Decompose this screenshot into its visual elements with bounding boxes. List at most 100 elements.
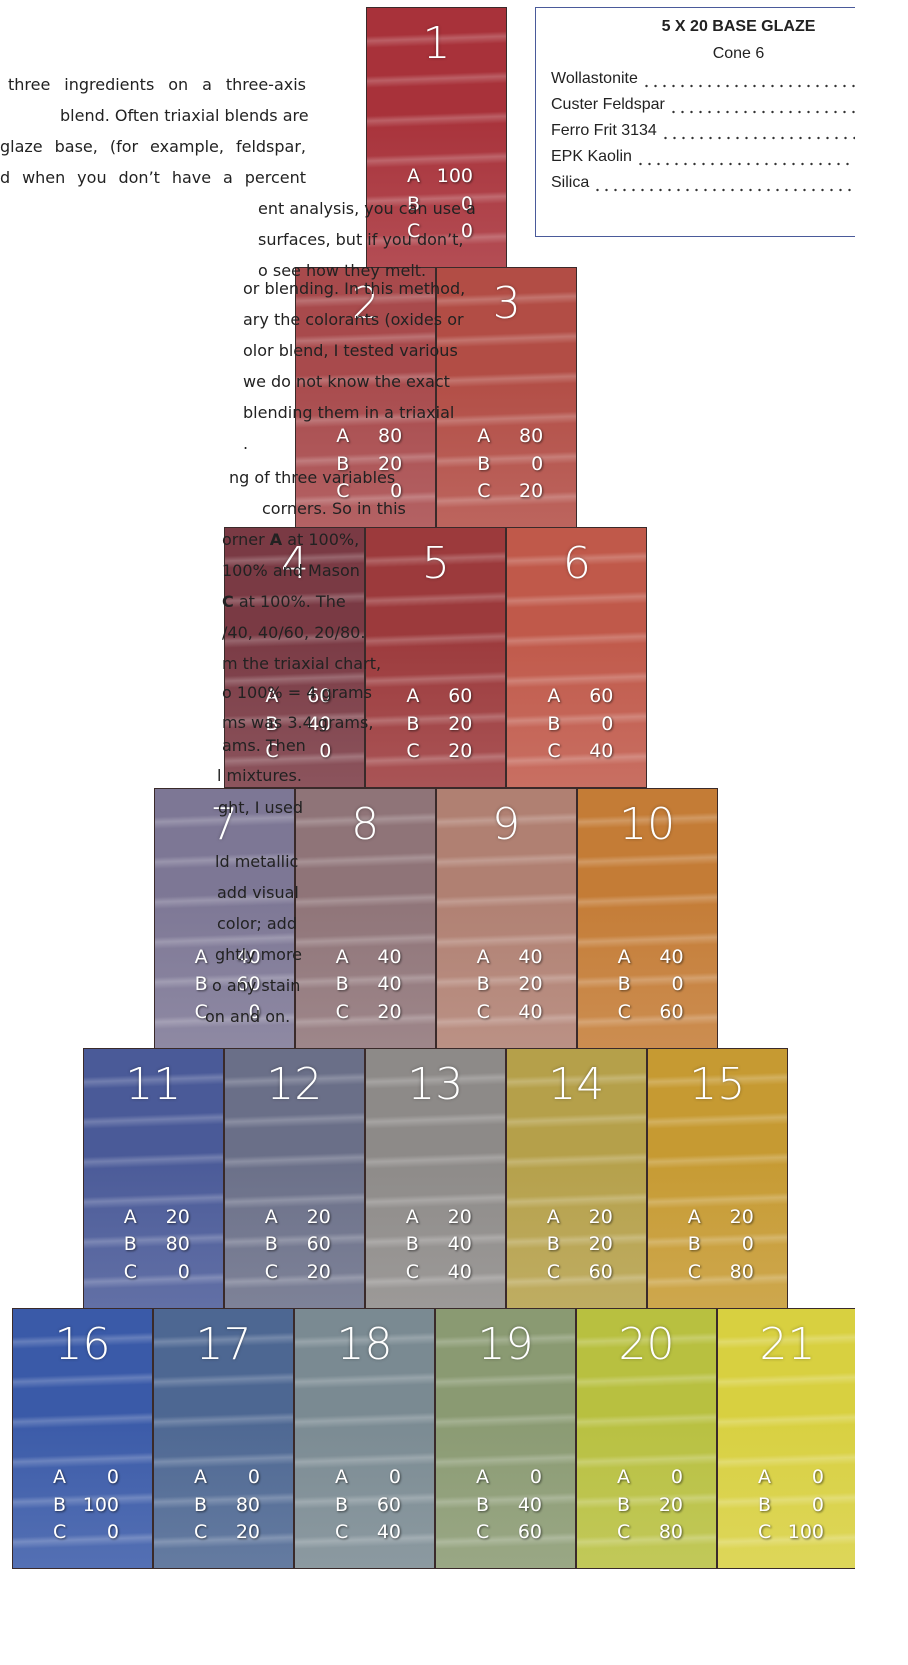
tile-value: 40 — [236, 945, 261, 968]
tile-number: 15 — [689, 1058, 746, 1110]
tile-row: B 40 — [466, 1494, 546, 1518]
tile-row: C 20 — [255, 1261, 335, 1285]
tile-row: A 40 — [608, 946, 688, 970]
tile-value: 20 — [235, 1521, 260, 1543]
text-line: C at 100%. The — [222, 592, 346, 612]
tile-label: A — [265, 685, 279, 708]
ingredient-name: Wollastonite — [551, 70, 638, 87]
tile-row: B 60 — [255, 1233, 335, 1257]
tile-label: A — [407, 165, 420, 187]
tile-label: C — [758, 1521, 772, 1543]
tile-value: 60 — [589, 685, 614, 708]
tile-row: C 40 — [467, 1001, 547, 1025]
glaze-tile: 1 A 100 B 0 C 0 — [366, 7, 507, 268]
text-line: d when you don’t have a percent — [0, 168, 306, 188]
tile-row: C 60 — [537, 1261, 617, 1285]
tile-value: 0 — [390, 480, 403, 503]
tile-label: C — [687, 1260, 702, 1283]
tile-label: B — [123, 1233, 137, 1256]
glaze-tile: 18 A 0 B 60 C 40 — [294, 1308, 435, 1569]
text-line: ams. Then — [222, 736, 306, 756]
tile-label: A — [53, 1466, 66, 1488]
text-line: blending them in a triaxial — [243, 403, 454, 423]
text-segment: color; add — [217, 914, 297, 933]
tile-value: 60 — [306, 1233, 331, 1256]
tile-value: 0 — [531, 452, 544, 475]
tile-number: 16 — [54, 1319, 111, 1370]
tile-label: B — [617, 1493, 631, 1516]
text-line: surfaces, but if you don’t, — [258, 230, 463, 250]
tile-label: A — [405, 1205, 419, 1228]
tile-value: 0 — [811, 1466, 824, 1488]
tile-value: 60 — [236, 973, 261, 996]
tile-value: 20 — [729, 1205, 754, 1228]
text-segment: or blending. In this method, — [243, 279, 466, 298]
tile-value: 0 — [388, 1466, 401, 1488]
ingredient-row: EPK Kaolin — [551, 148, 855, 168]
tile-label: B — [194, 973, 208, 996]
glaze-tile: 11 A 20 B 80 C 0 — [82, 1047, 224, 1309]
tile-value: 60 — [588, 1260, 613, 1283]
recipe-title: 5 X 20 BASE GLAZE — [661, 18, 816, 35]
text-segment: blend. Often triaxial blends are — [60, 106, 309, 125]
tile-value: 40 — [517, 1493, 542, 1516]
text-line: corners. So in this — [262, 499, 406, 519]
tile-label: C — [547, 740, 561, 763]
glaze-tile: 17 A 0 B 80 C 20 — [153, 1308, 294, 1569]
tile-label: A — [336, 425, 350, 448]
text-line: ld metallic — [215, 852, 300, 872]
tile-label: C — [336, 480, 350, 503]
tile-value: 40 — [447, 1260, 472, 1283]
tile-value: 0 — [177, 1260, 190, 1283]
tile-label: A — [335, 945, 349, 968]
tile-value: 20 — [165, 1205, 190, 1228]
text-segment: . — [243, 434, 249, 453]
tile-label: C — [264, 1260, 279, 1283]
recipe-box: 5 X 20 BASE GLAZE Cone 6 Wollastonite Cus… — [535, 7, 855, 237]
tile-row: A 20 — [537, 1206, 617, 1230]
text-line: color; add — [217, 914, 300, 934]
tile-number: 14 — [548, 1058, 605, 1110]
tile-value: 40 — [589, 740, 614, 763]
tile-value: 0 — [811, 1493, 824, 1516]
tile-value: 20 — [448, 712, 473, 735]
tile-row: B 40 — [396, 1233, 476, 1257]
tile-value: 0 — [529, 1466, 542, 1488]
tile-number: 3 — [492, 278, 521, 330]
text-segment: ghtly more — [215, 945, 303, 964]
tile-value: 80 — [658, 1521, 683, 1543]
tile-value: 80 — [378, 425, 403, 448]
tile-label: B — [335, 973, 349, 996]
tile-value: 20 — [447, 1205, 472, 1228]
tile-label: B — [405, 1233, 419, 1256]
text-segment: o 100% = 4 grams — [222, 683, 372, 702]
tile-label: B — [617, 973, 631, 996]
tile-value: 20 — [448, 740, 473, 763]
tile-label: C — [194, 1521, 208, 1543]
tile-label: C — [617, 1521, 631, 1543]
tile-label: A — [547, 685, 561, 708]
tile-label: B — [53, 1493, 67, 1516]
tile-row: C 20 — [326, 1001, 406, 1025]
text-segment: on and on. — [205, 1007, 291, 1026]
tile-label: B — [547, 712, 561, 735]
text-segment: /40, 40/60, 20/80. — [222, 623, 366, 642]
tile-label: C — [123, 1260, 138, 1283]
tile-row: A 40 — [467, 946, 547, 970]
tile-value: 0 — [741, 1233, 754, 1256]
tile-row: B 80 — [184, 1494, 264, 1518]
glaze-tile: 6 A 60 B 0 C 40 — [506, 527, 648, 789]
text-segment: m the triaxial chart, — [222, 654, 382, 673]
glaze-tile: 15 A 20 B 0 C 80 — [646, 1047, 788, 1309]
glaze-tile: 7 A 40 B 60 C 0 — [153, 787, 295, 1049]
text-line: /40, 40/60, 20/80. — [222, 623, 365, 643]
tile-value: 100 — [82, 1493, 119, 1516]
text-line: l mixtures. — [217, 766, 302, 786]
tile-value: 100 — [436, 165, 473, 187]
